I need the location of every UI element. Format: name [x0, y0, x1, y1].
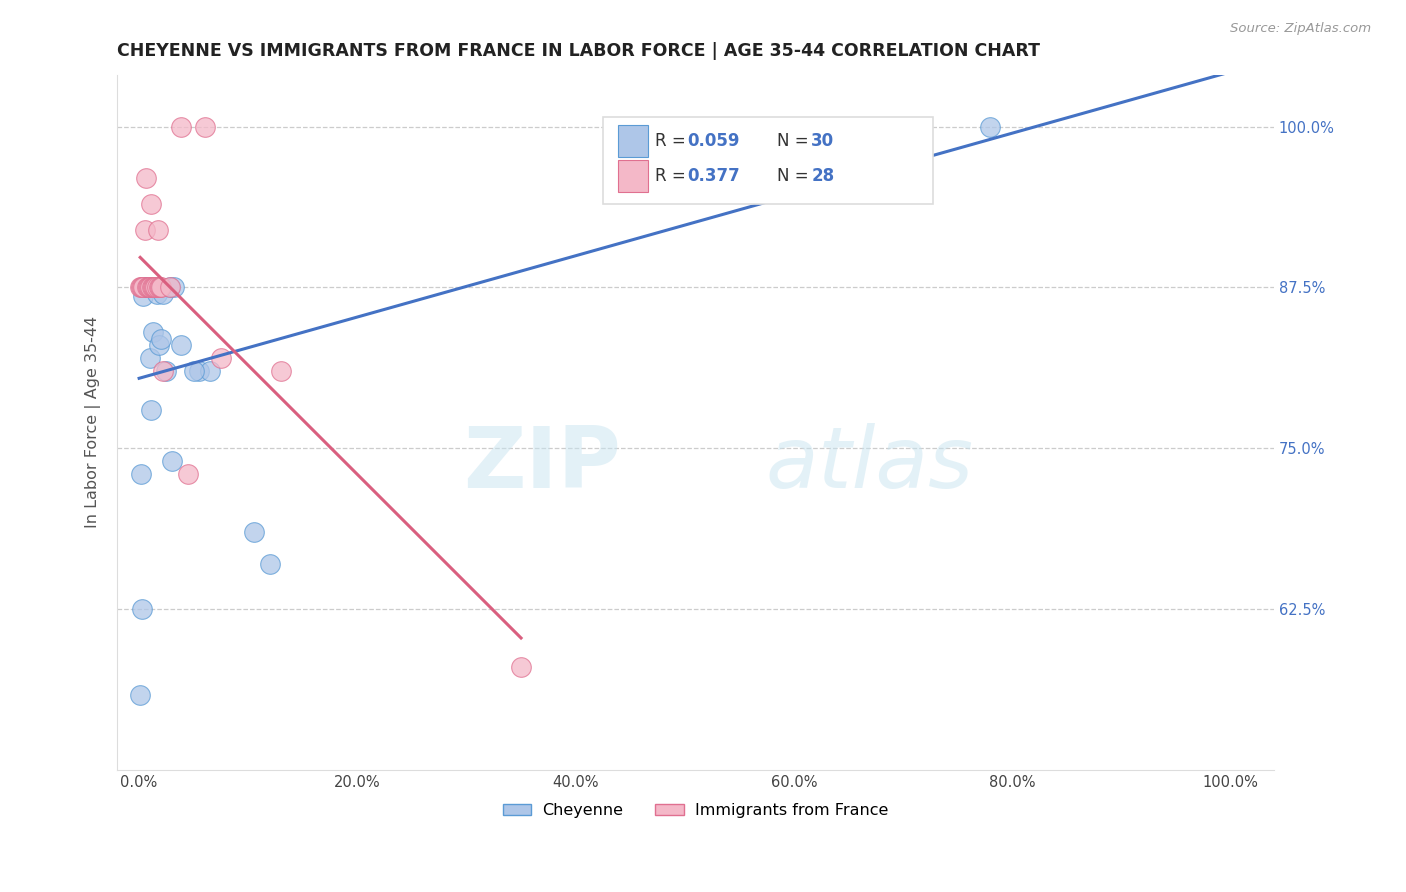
Y-axis label: In Labor Force | Age 35-44: In Labor Force | Age 35-44 — [86, 317, 101, 528]
Point — [129, 467, 152, 481]
Point — [135, 280, 157, 294]
FancyBboxPatch shape — [619, 125, 648, 157]
Point — [209, 351, 232, 365]
Point — [510, 659, 533, 673]
Point — [183, 364, 205, 378]
Legend: Cheyenne, Immigrants from France: Cheyenne, Immigrants from France — [496, 797, 896, 824]
Point — [160, 454, 183, 468]
Point — [141, 280, 163, 294]
Point — [149, 280, 172, 294]
Point — [135, 171, 157, 186]
Point — [143, 280, 166, 294]
Point — [148, 280, 170, 294]
Point — [146, 222, 169, 236]
Point — [139, 402, 162, 417]
Text: 28: 28 — [811, 167, 834, 185]
Point — [259, 557, 281, 571]
Text: 30: 30 — [811, 132, 834, 150]
Text: ZIP: ZIP — [463, 423, 620, 506]
Point — [139, 351, 162, 365]
Point — [138, 280, 160, 294]
Point — [198, 364, 221, 378]
FancyBboxPatch shape — [619, 160, 648, 192]
Text: Source: ZipAtlas.com: Source: ZipAtlas.com — [1230, 22, 1371, 36]
Point — [194, 120, 217, 134]
Point — [142, 280, 165, 294]
Point — [141, 280, 163, 294]
Point — [169, 120, 191, 134]
Point — [145, 280, 167, 294]
Point — [134, 280, 156, 294]
Point — [138, 280, 160, 294]
Point — [270, 364, 292, 378]
Point — [159, 280, 181, 294]
Point — [169, 338, 191, 352]
Point — [979, 120, 1001, 134]
Point — [129, 688, 152, 702]
Point — [145, 280, 167, 294]
Point — [131, 280, 153, 294]
Point — [159, 280, 181, 294]
Point — [135, 280, 157, 294]
Point — [177, 467, 200, 481]
Point — [142, 326, 165, 340]
FancyBboxPatch shape — [603, 117, 932, 203]
Point — [139, 196, 162, 211]
Point — [152, 286, 174, 301]
Point — [145, 280, 167, 294]
Text: atlas: atlas — [765, 423, 973, 506]
Point — [148, 338, 170, 352]
Point — [134, 222, 156, 236]
Point — [136, 280, 159, 294]
Point — [139, 280, 162, 294]
Point — [131, 602, 153, 616]
Text: R =: R = — [655, 167, 692, 185]
Text: N =: N = — [776, 167, 814, 185]
Point — [132, 280, 155, 294]
Point — [242, 524, 264, 539]
Text: N =: N = — [776, 132, 814, 150]
Point — [132, 289, 155, 303]
Point — [149, 332, 172, 346]
Point — [135, 280, 157, 294]
Text: R =: R = — [655, 132, 692, 150]
Text: CHEYENNE VS IMMIGRANTS FROM FRANCE IN LABOR FORCE | AGE 35-44 CORRELATION CHART: CHEYENNE VS IMMIGRANTS FROM FRANCE IN LA… — [117, 42, 1040, 60]
Text: 0.059: 0.059 — [688, 132, 740, 150]
Point — [891, 120, 914, 134]
Point — [155, 364, 177, 378]
Point — [145, 286, 167, 301]
Point — [129, 280, 152, 294]
Point — [129, 280, 152, 294]
Point — [136, 280, 159, 294]
Point — [163, 280, 186, 294]
Point — [188, 364, 211, 378]
Point — [152, 364, 174, 378]
Point — [149, 280, 172, 294]
Text: 0.377: 0.377 — [688, 167, 741, 185]
